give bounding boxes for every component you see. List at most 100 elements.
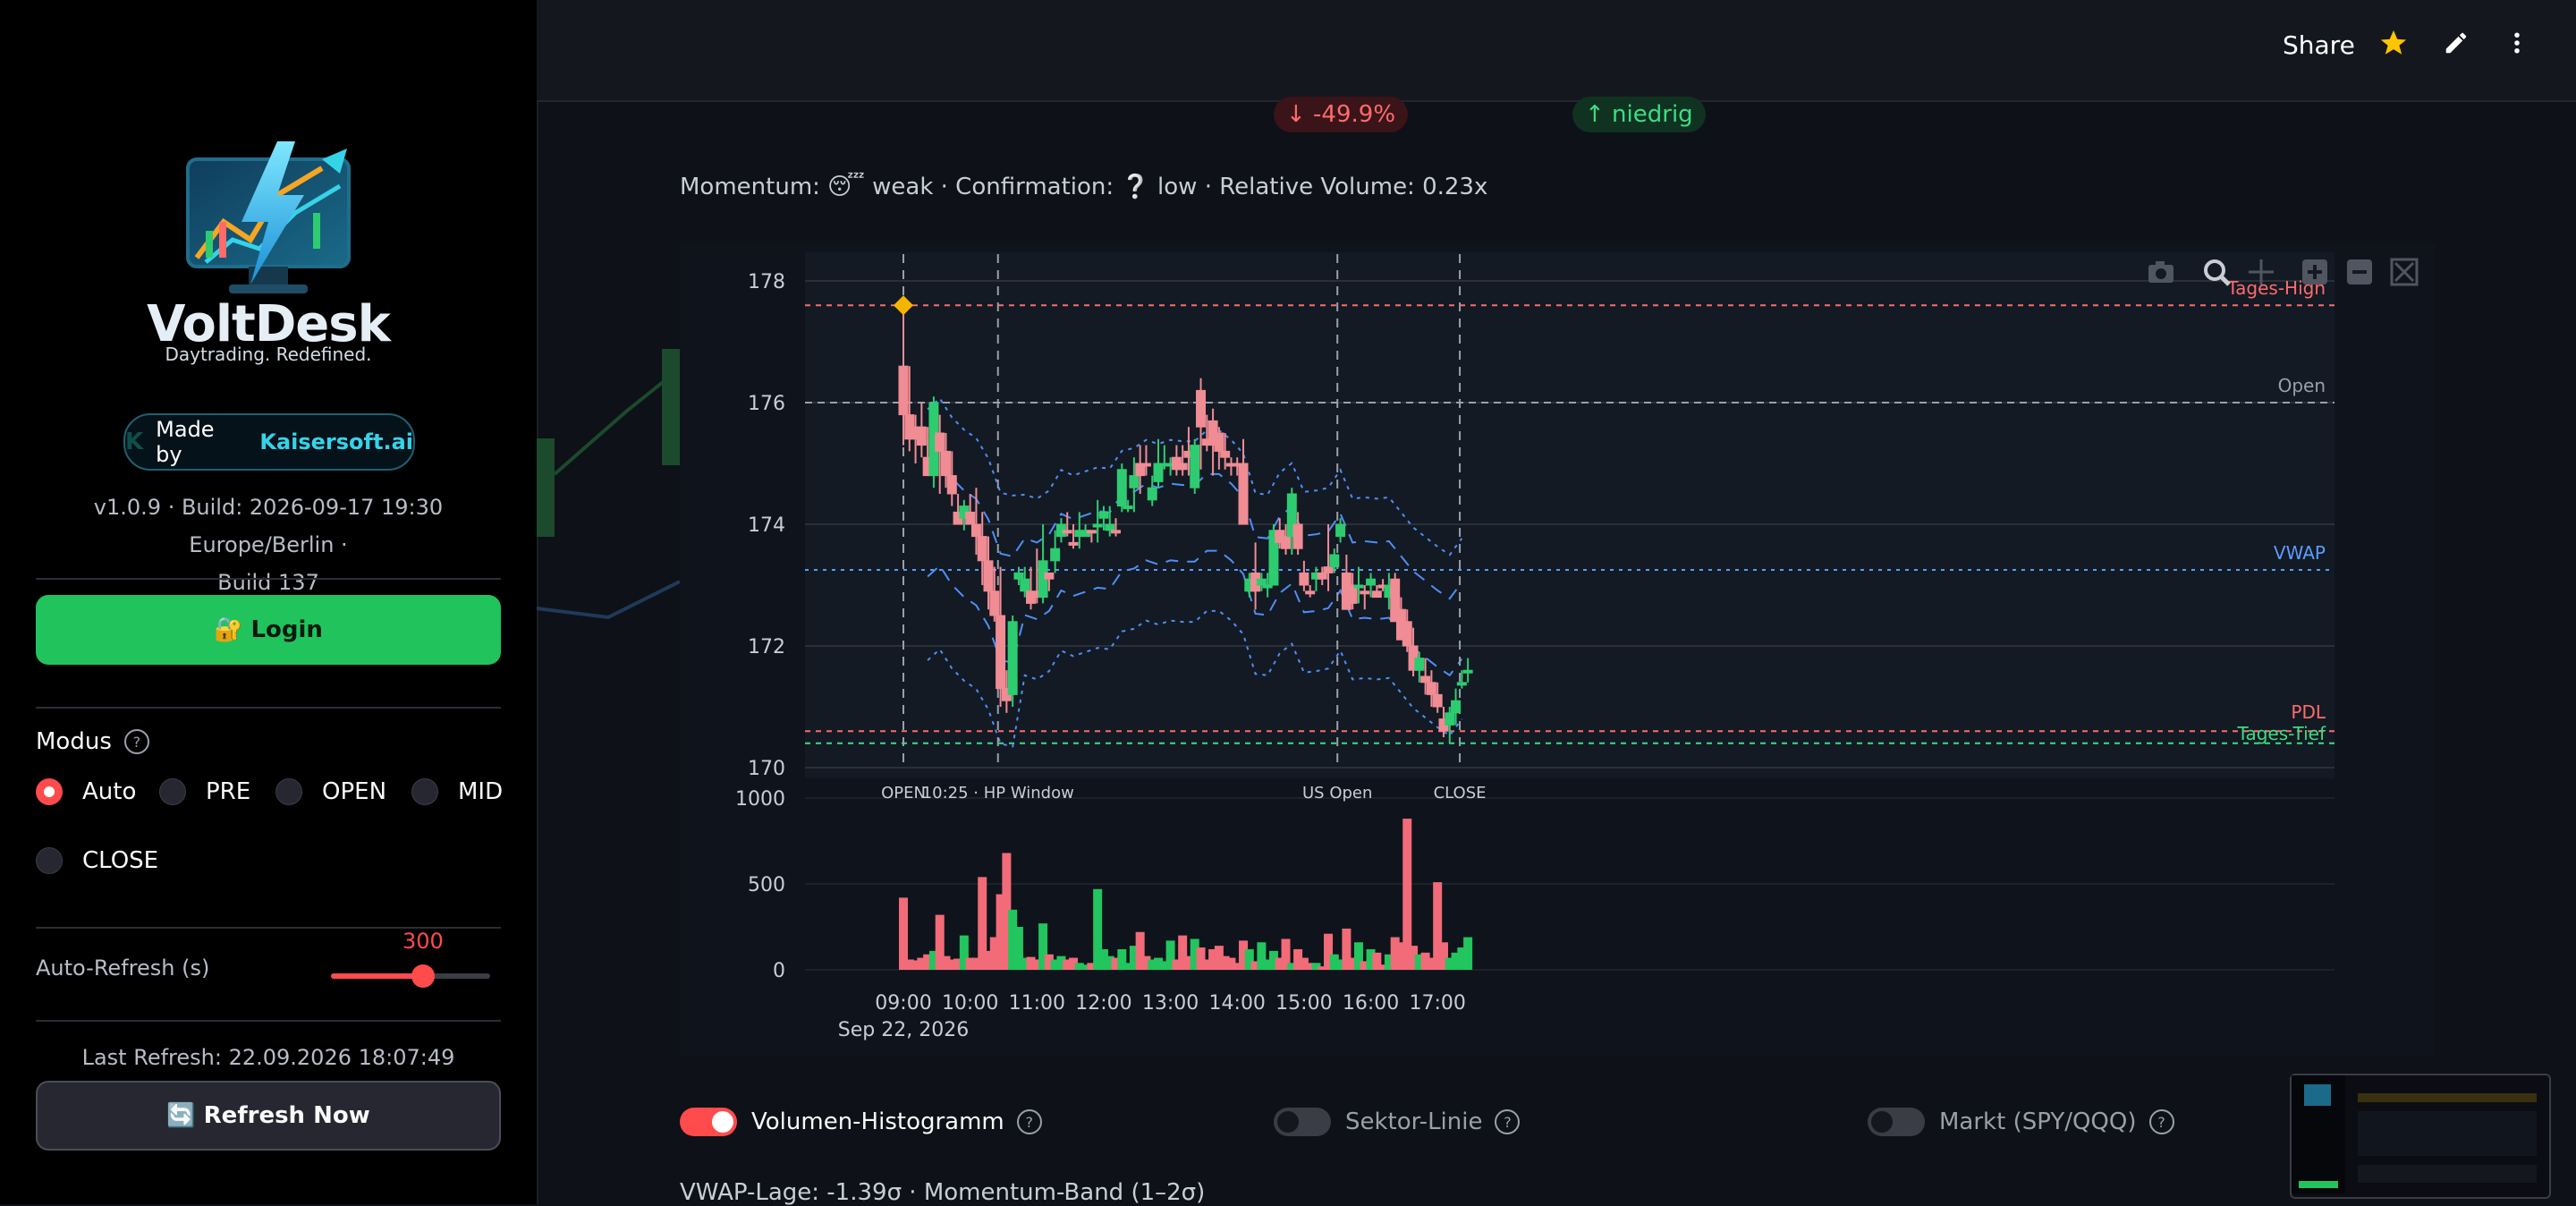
- level-label: Open: [2278, 375, 2326, 396]
- price-tick-label: 176: [748, 393, 785, 415]
- volume-bar: [1026, 956, 1036, 970]
- radio-label: PRE: [206, 778, 251, 805]
- help-icon[interactable]: ?: [123, 729, 149, 754]
- main-area: Share ↓ -49.9% ↑ niedrig Momentum: 😴 wea…: [537, 0, 2576, 1206]
- time-tick-label: 14:00: [1209, 992, 1266, 1015]
- candle-body: [1007, 621, 1018, 695]
- time-tick-label: 09:00: [875, 992, 931, 1015]
- volume-bar: [928, 950, 938, 970]
- volume-bar: [1378, 964, 1388, 970]
- volume-bar: [1117, 948, 1127, 970]
- more-vert-icon[interactable]: [2497, 23, 2537, 63]
- voltdesk-logo: [186, 141, 351, 293]
- volume-bar: [1390, 937, 1400, 970]
- price-chart[interactable]: Tages-High Open VWAP PDL Tages-Tief OPEN 10:2…: [680, 243, 2435, 1056]
- zoom-out-icon[interactable]: [2347, 259, 2372, 285]
- candle-body: [1445, 712, 1455, 726]
- candle-body: [916, 426, 927, 446]
- candle-body: [1177, 463, 1188, 471]
- volume-bar: [1020, 957, 1030, 970]
- volume-bar: [899, 897, 908, 970]
- help-icon[interactable]: ?: [1495, 1109, 1521, 1134]
- chart-toolbar: [2148, 258, 2419, 286]
- candle-body: [1050, 548, 1061, 562]
- help-icon[interactable]: ?: [1016, 1109, 1042, 1134]
- toggle-volume-histogram[interactable]: Volumen-Histogramm ?: [680, 1108, 1042, 1136]
- candle-body: [1286, 493, 1297, 538]
- time-tick-label: 17:00: [1409, 992, 1465, 1015]
- volume-bar: [1287, 963, 1297, 970]
- company-link[interactable]: Kaisersoft.ai: [259, 429, 413, 454]
- volume-bar: [1457, 947, 1467, 970]
- radio-dot-icon: [411, 778, 438, 805]
- volume-bar: [1165, 940, 1175, 970]
- session-label: CLOSE: [1434, 784, 1487, 803]
- auto-refresh-slider-thumb[interactable]: [411, 964, 435, 988]
- login-button[interactable]: 🔐 Login: [36, 595, 501, 665]
- volume-bar: [1311, 963, 1321, 970]
- toggle-markt[interactable]: Markt (SPY/QQQ) ?: [1868, 1108, 2174, 1136]
- modus-label-text: Modus: [36, 728, 112, 755]
- price-tick-label: 172: [748, 636, 785, 658]
- modus-label: Modus ?: [36, 728, 149, 755]
- zoom-icon[interactable]: [2204, 259, 2231, 286]
- volume-bar: [1402, 819, 1412, 970]
- toggle-switch[interactable]: [680, 1108, 737, 1136]
- star-icon[interactable]: [2374, 23, 2413, 63]
- candle-body: [1256, 578, 1267, 586]
- radio-dot-icon: [36, 778, 63, 805]
- price-plot-area: [805, 252, 2334, 778]
- volume-bar: [917, 957, 927, 970]
- session-label: 10:25 · HP Window: [922, 784, 1074, 803]
- radio-mid[interactable]: MID: [411, 778, 503, 805]
- candle-body: [1098, 511, 1109, 519]
- radio-close[interactable]: CLOSE: [36, 847, 158, 874]
- radio-open[interactable]: OPEN: [275, 778, 386, 805]
- volume-bar: [1268, 950, 1278, 970]
- volume-bar: [1129, 946, 1139, 970]
- candle-body: [1426, 682, 1436, 695]
- candle-body: [1281, 536, 1292, 549]
- volume-bar: [1226, 957, 1236, 970]
- volume-bar: [1196, 947, 1206, 970]
- volume-bar: [923, 954, 933, 970]
- volume-bar: [1063, 959, 1072, 970]
- candle-body: [1305, 590, 1316, 595]
- volume-bar: [1420, 952, 1430, 970]
- volume-bar: [1233, 963, 1242, 970]
- momentum-line: Momentum: 😴 weak · Confirmation: ❔ low ·…: [680, 174, 1488, 200]
- volume-bar: [1044, 954, 1054, 970]
- volume-bar: [904, 959, 914, 970]
- toggle-label: Sektor-Linie: [1345, 1108, 1483, 1135]
- level-label: VWAP: [2274, 542, 2326, 564]
- pan-icon[interactable]: [2249, 259, 2274, 285]
- candle-body: [989, 590, 1000, 616]
- made-by-badge[interactable]: K Made by Kaisersoft.ai: [123, 413, 415, 471]
- zoom-in-icon[interactable]: [2302, 259, 2327, 285]
- toggle-switch[interactable]: [1274, 1108, 1331, 1136]
- autoscale-icon[interactable]: [2390, 258, 2419, 286]
- radio-dot-icon: [159, 778, 186, 805]
- help-icon[interactable]: ?: [2148, 1109, 2174, 1134]
- toggle-knob: [712, 1111, 733, 1133]
- volume-bar: [1050, 959, 1060, 970]
- toggle-sektor-linie[interactable]: Sektor-Linie ?: [1274, 1108, 1521, 1136]
- edit-icon[interactable]: [2436, 23, 2476, 63]
- radio-label: OPEN: [322, 778, 387, 805]
- change-badge: ↓ -49.9%: [1274, 97, 1409, 132]
- candle-body: [1123, 505, 1133, 510]
- radio-pre[interactable]: PRE: [159, 778, 250, 805]
- level-label: PDL: [2291, 701, 2326, 723]
- candle-body: [1292, 523, 1303, 549]
- camera-icon[interactable]: [2148, 261, 2174, 283]
- candle-body: [898, 365, 909, 416]
- volume-bar: [996, 894, 1005, 970]
- refresh-now-button[interactable]: 🔄 Refresh Now: [36, 1081, 501, 1151]
- share-button[interactable]: Share: [2283, 30, 2355, 60]
- volume-bar: [953, 958, 963, 970]
- toggle-switch[interactable]: [1868, 1108, 1925, 1136]
- radio-auto[interactable]: Auto: [36, 778, 136, 805]
- minimap-thumbnail[interactable]: [2290, 1074, 2551, 1199]
- sidebar: VoltDesk Daytrading. Redefined. K Made b…: [0, 0, 538, 1204]
